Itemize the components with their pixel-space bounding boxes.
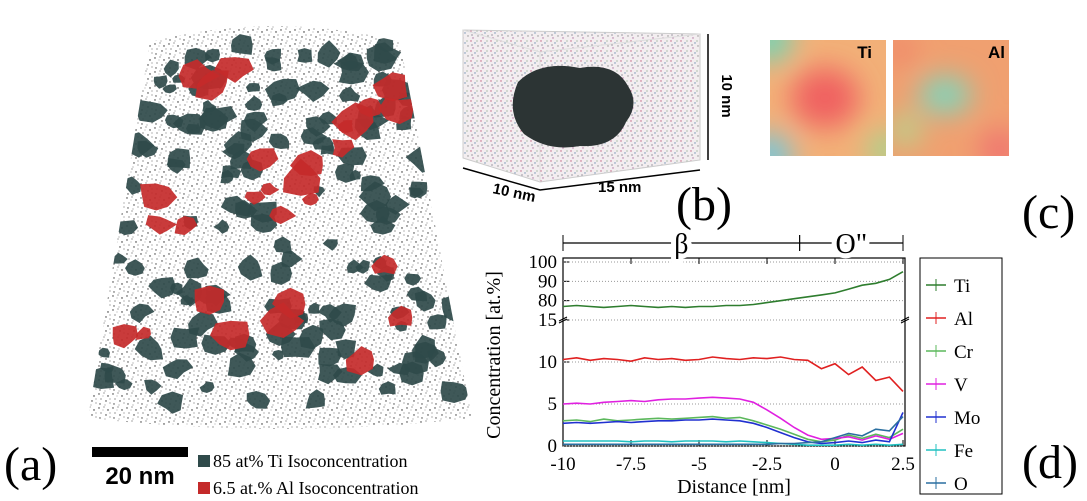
panel-label: (b) (676, 178, 732, 231)
series-line (562, 396, 904, 441)
panel-label: (d) (1022, 436, 1078, 489)
legend-label: 6.5 at.% Al Isoconcentration (213, 478, 418, 498)
y-tick-label: 15 (538, 310, 557, 331)
axis-break (558, 316, 568, 322)
axis-break (900, 318, 910, 324)
y-axis-label: Concentration [at.%] (483, 271, 505, 439)
phase-label: β (674, 229, 688, 260)
y-tick-label: 90 (538, 271, 557, 292)
dimension-label: 15 nm (598, 179, 641, 196)
x-tick-label: -10 (550, 454, 575, 475)
chart: Concentration [at.%] Distance [nm] 0 5 10 1… (483, 224, 1003, 498)
legend-swatch (198, 455, 210, 467)
reconstruction-box (462, 29, 709, 191)
legend-label: Ti (954, 276, 970, 297)
dimension-label: 10 nm (718, 74, 735, 117)
legend-box (919, 257, 1003, 495)
dimension-label: 10 nm (491, 180, 537, 206)
y-tick-label: 0 (548, 436, 558, 457)
y-tick-label: 80 (538, 291, 557, 312)
scale-bar (92, 447, 188, 457)
legend-label: Mo (954, 408, 980, 429)
x-tick-label: -5 (691, 454, 707, 475)
legend-label: V (954, 375, 968, 396)
panel-label: (a) (4, 438, 57, 491)
legend-label: 85 at% Ti Isoconcentration (213, 451, 407, 471)
series-line (562, 415, 904, 443)
legend-label: Al (954, 309, 973, 330)
panel-label: (c) (1022, 186, 1075, 239)
y-tick-label: 10 (538, 352, 557, 373)
x-tick-label: 2.5 (891, 454, 915, 475)
y-tick-label: 100 (529, 252, 558, 273)
x-tick-label: -2.5 (752, 454, 782, 475)
map-label: Al (988, 43, 1005, 62)
legend-label: O (954, 474, 968, 495)
series-line (563, 440, 904, 447)
legend-swatch (198, 482, 210, 494)
y-tick-label: 5 (548, 394, 558, 415)
phase-label: O" (835, 229, 867, 260)
series-line (562, 412, 904, 445)
atom-map (88, 26, 472, 429)
series-line (562, 356, 904, 392)
concentration-map (893, 40, 1009, 156)
x-tick-label: 0 (830, 454, 840, 475)
series-line (562, 271, 904, 309)
map-label: Ti (857, 43, 872, 62)
legend-label: Fe (954, 441, 973, 462)
concentration-map (770, 40, 886, 156)
scale-label: 20 nm (105, 463, 174, 490)
axis-break (900, 316, 910, 322)
legend-label: Cr (954, 342, 974, 363)
series-line (563, 416, 904, 446)
axis-break (558, 318, 568, 324)
x-axis-label: Distance [nm] (677, 476, 791, 498)
x-tick-label: -7.5 (616, 454, 646, 475)
